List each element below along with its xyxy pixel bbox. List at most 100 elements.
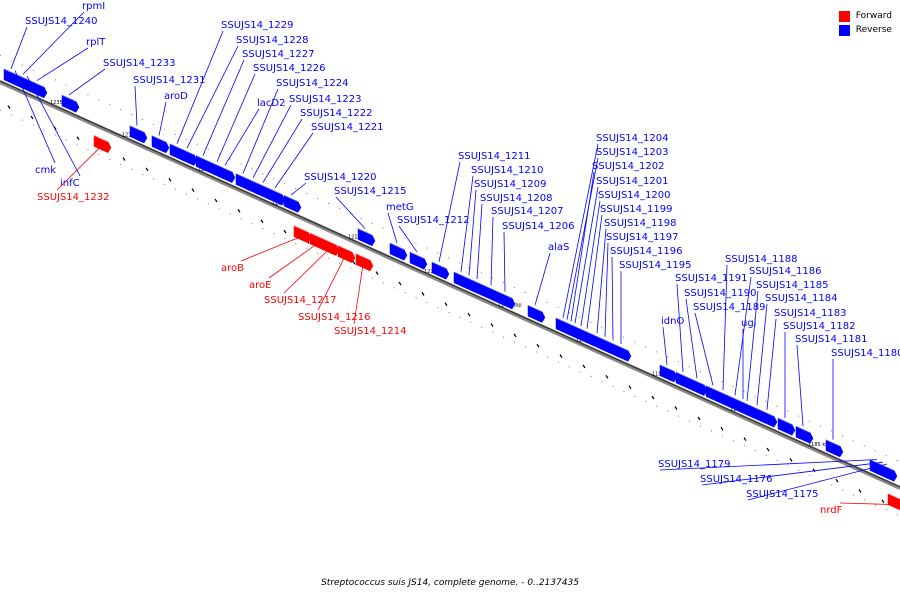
gene-arrow-highlight (735, 398, 751, 406)
gene-leader-line (398, 225, 418, 253)
strand-legend: Forward Reverse (838, 9, 892, 37)
backbone-mark (191, 188, 195, 192)
gene-arrow-highlight (357, 228, 373, 236)
gene-label: SSUJS14_1216 (298, 312, 371, 323)
gene-leader-line (158, 101, 167, 136)
gene-label: ugl (741, 318, 756, 329)
backbone-mark (375, 271, 379, 275)
backbone-mark (651, 395, 655, 400)
gene-label: SSUJS14_1190 (684, 288, 757, 299)
backbone-mark (674, 406, 678, 410)
genome-backbone-edge (0, 80, 900, 488)
gene-leader-line (22, 11, 85, 75)
gene-leader-line (353, 264, 364, 325)
backbone-mark (214, 198, 218, 203)
gene-label: SSUJS14_1182 (783, 321, 856, 332)
gene-leader-line (570, 171, 595, 322)
gene-arrow-highlight (409, 251, 425, 259)
gene-label: aroD (164, 91, 188, 102)
gene-label: SSUJS14_1221 (311, 122, 384, 133)
gene-leader-line (10, 26, 28, 69)
backbone-mark (352, 260, 356, 265)
legend-reverse-label: Reverse (855, 25, 892, 35)
gene-arrow (293, 225, 312, 244)
gene-leader-line (176, 30, 224, 144)
legend-forward: Forward (838, 9, 892, 23)
gene-leader-line (580, 200, 601, 326)
backbone-mark (421, 292, 425, 296)
backbone-mark (168, 177, 172, 182)
gene-label: SSUJS14_1206 (502, 221, 575, 232)
gene-label: SSUJS14_1226 (253, 63, 326, 74)
gene-leader-line (14, 70, 56, 164)
gene-arrow-highlight (337, 245, 353, 253)
gene-label: SSUJS14_1181 (795, 334, 868, 345)
gene-label: rplT (86, 37, 106, 48)
gene-label: SSUJS14_1201 (596, 176, 669, 187)
gene-leader-line (662, 326, 668, 365)
gene-leader-line (317, 256, 346, 311)
gene-label: rpmI (82, 1, 105, 12)
gene-label: SSUJS14_1191 (675, 273, 748, 284)
gene-leader-line (701, 461, 884, 486)
gene-label: SSUJS14_1207 (491, 206, 564, 217)
gene-label: SSUJS14_1228 (236, 35, 309, 46)
gene-leader-line (468, 189, 477, 276)
gene-label: SSUJS14_1179 (658, 459, 731, 470)
gene-label: SSUJS14_1176 (700, 474, 773, 485)
gene-label: SSUJS14_1200 (598, 190, 671, 201)
gene-arrow-highlight (217, 164, 233, 173)
genome-backbone (0, 80, 900, 490)
gene-label: lacD2 (257, 98, 285, 109)
gene-leader-line (460, 175, 474, 272)
gene-arrow-highlight (613, 343, 629, 351)
gene-leader-line (68, 68, 106, 96)
gene-arrow-highlight (179, 147, 195, 155)
backbone-mark (513, 333, 517, 338)
gene-arrow-highlight (61, 94, 77, 102)
backbone-mark (743, 437, 747, 441)
gene-leader-line (685, 298, 698, 379)
gene-arrow-highlight (93, 134, 109, 143)
gene-arrow-highlight (355, 253, 371, 261)
backbone-mark (812, 468, 816, 473)
backbone-mark (835, 478, 839, 483)
lower-guide-line (0, 109, 900, 517)
gene-leader-line (534, 252, 551, 306)
gene-leader-line (476, 203, 483, 280)
backbone-mark (559, 354, 563, 358)
gene-label: SSUJS14_1217 (264, 295, 337, 306)
backbone-mark (467, 312, 471, 317)
gene-leader-line (242, 88, 279, 174)
gene-label: SSUJS14_1214 (334, 326, 407, 337)
gene-leader-line (747, 463, 888, 501)
gene-leader-line (839, 502, 896, 505)
gene-arrow-highlight (309, 232, 325, 240)
gene-label: SSUJS14_1183 (774, 308, 847, 319)
gene-label: SSUJS14_1198 (604, 218, 677, 229)
backbone-mark (145, 167, 149, 172)
gene-arrow-highlight (293, 225, 309, 233)
gene-leader-line (438, 161, 461, 262)
gene-label: alaS (548, 242, 569, 253)
gene-leader-line (335, 196, 366, 229)
backbone-mark (858, 489, 862, 493)
gene-arrow (355, 253, 374, 272)
gene-label: cmk (35, 165, 56, 176)
gene-leader-line (756, 303, 768, 406)
gene-leader-line (574, 186, 599, 324)
gene-arrow-highlight (7, 70, 23, 78)
backbone-mark (789, 458, 793, 462)
gene-label: SSUJS14_1209 (474, 179, 547, 190)
gene-label: SSUJS14_1208 (480, 193, 553, 204)
gene-arrow (93, 135, 112, 154)
backbone-mark (697, 416, 701, 421)
gene-leader-line (796, 344, 804, 427)
gene-arrow-highlight (321, 237, 337, 246)
gene-label: aroB (221, 263, 244, 274)
gene-label: SSUJS14_1188 (725, 254, 798, 265)
gene-arrow-highlight (151, 135, 167, 143)
backbone-mark (628, 385, 632, 390)
gene-arrow (321, 237, 340, 256)
